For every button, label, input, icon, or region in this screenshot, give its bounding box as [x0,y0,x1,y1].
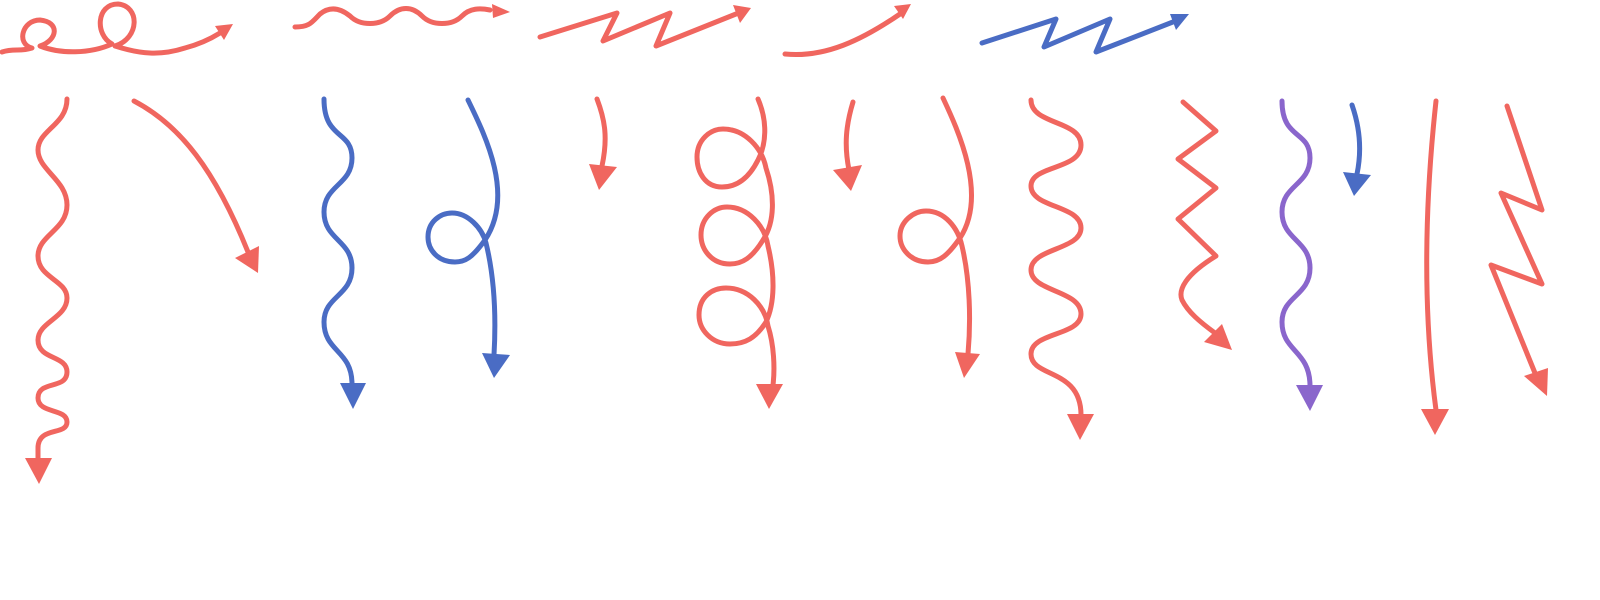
short-curve-arrow-1 [589,96,617,190]
arrow-shaft [782,11,903,58]
top-zigzag-arrow [537,5,751,49]
arrow-shaft [1488,103,1545,381]
short-curve-arrow-2 [833,99,862,191]
arrow-shaft [979,16,1181,55]
top-wave-arrow [292,4,510,30]
arrow-shaft [694,96,777,388]
arrow-head [215,24,233,40]
arrow-shaft [843,99,856,173]
wave-arrow-1 [25,96,70,484]
loop-arrow-2 [897,95,980,378]
arrow-shaft [425,97,501,358]
arrow-head [492,4,510,18]
arrow-head [340,383,366,409]
top-zigzag-arrow-blue [979,14,1189,55]
arrow-head [589,164,617,190]
arrow-head [955,352,980,378]
arrow-head [733,5,751,23]
top-loop-arrow [0,1,233,56]
arrow-shaft [537,9,744,49]
arrow-head [1296,385,1323,411]
wave-arrow-3 [1028,97,1094,440]
arrow-head [1343,172,1371,196]
arrow-shaft [321,96,355,387]
arrow-shaft [0,1,223,56]
arrow-shaft [1175,99,1219,336]
arrow-shaft [131,98,251,255]
arrow-shaft [292,6,493,30]
arrow-head [482,353,510,378]
arrow-head [1524,368,1548,396]
top-curve-arrow [782,4,911,58]
arrow-shaft [1279,98,1313,389]
triple-loop-arrow [694,96,783,409]
short-curve-arrow-3 [1343,102,1371,196]
arrow-shaft [1028,97,1084,418]
arrow-shaft [897,95,974,357]
arrow-head [235,246,259,273]
zigzag-arrow-1 [1175,99,1232,350]
straight-arrow [1421,98,1449,435]
arrow-head [1421,409,1449,435]
wave-arrow-4 [1279,98,1323,411]
arrow-head [1170,14,1189,30]
arrow-head [833,165,862,191]
curve-arrow-1 [131,98,259,273]
arrow-head [756,384,783,409]
arrow-shaft [35,96,70,463]
arrow-head [894,4,911,19]
loop-arrow-1 [425,97,510,378]
zigzag-arrow-2 [1488,103,1548,396]
arrow-shaft [1349,102,1363,177]
wave-arrow-2 [321,96,366,409]
arrow-head [1067,414,1094,440]
arrow-shaft [594,96,608,169]
arrow-head [1204,324,1232,350]
arrow-head [25,458,52,484]
arrow-shaft [1424,98,1439,413]
